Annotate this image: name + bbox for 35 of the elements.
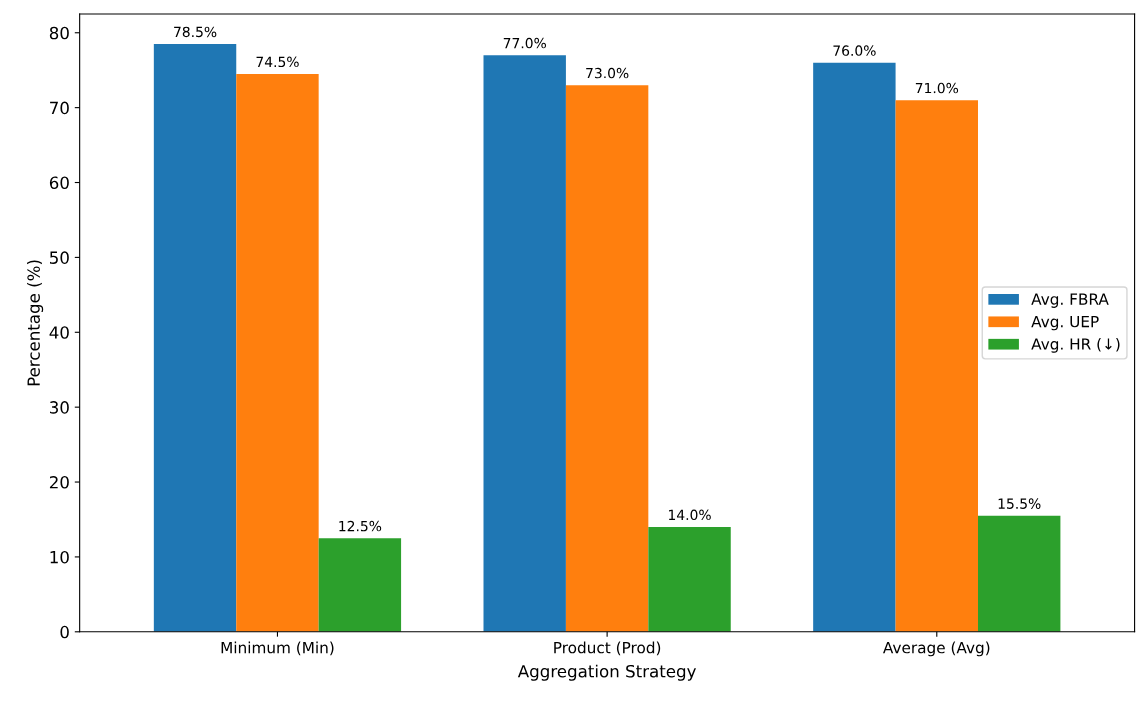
x-tick-label: Minimum (Min) [221,641,334,656]
data-label: 73.0% [586,67,629,79]
bar [648,526,731,632]
y-tick-label: 50 [50,251,69,264]
y-tick-label: 80 [49,26,69,40]
y-tick-label: 0 [60,625,69,639]
legend-label: Avg. UEP [1031,316,1099,331]
data-label: 15.5% [998,498,1041,509]
legend-label: Avg. HR (↓) [1031,337,1120,353]
bar [813,62,896,632]
bar [318,538,402,632]
y-tick-label: 20 [49,476,69,489]
bar [153,43,237,632]
data-label: 12.5% [339,520,382,532]
legend-label: Avg. FBRA [1031,293,1109,308]
bar [978,515,1061,632]
y-tick-label: 30 [50,401,69,414]
x-tick-label: Product (Prod) [554,641,661,656]
data-label: 71.0% [915,82,959,94]
x-axis-title: Aggregation Strategy [517,664,696,681]
bar [236,73,319,632]
data-label: 76.0% [833,45,876,56]
y-tick-label: 40 [49,326,69,339]
bar [895,100,978,632]
bar [565,85,649,632]
y-tick-label: 10 [50,550,69,564]
data-label: 14.0% [669,509,711,521]
bar [483,55,566,632]
y-tick-label: 70 [50,101,69,115]
y-axis-title: Percentage (%) [27,260,44,386]
data-label: 78.5% [174,26,217,38]
data-label: 77.0% [503,37,546,49]
x-tick-label: Average (Avg) [883,641,990,657]
data-label: 74.5% [256,56,299,68]
y-tick-label: 60 [49,176,69,190]
